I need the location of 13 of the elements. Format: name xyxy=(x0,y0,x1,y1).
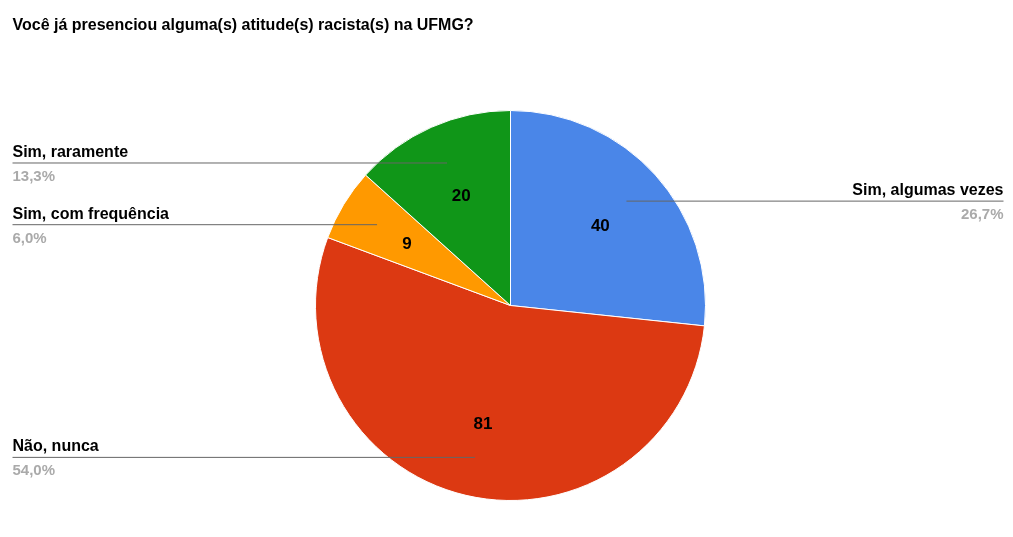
text: 26,7% xyxy=(960,205,1004,223)
data-label: 20 xyxy=(451,186,471,206)
data-label: 9 xyxy=(402,233,412,253)
text: 13,3% xyxy=(12,166,56,184)
slice-label: Sim, com frequência xyxy=(12,204,170,222)
slice-label: Sim, algumas vezes xyxy=(852,181,1004,199)
text: 54,0% xyxy=(12,461,56,479)
data-label: 40 xyxy=(590,215,610,235)
slice-label: Não, nunca xyxy=(12,437,99,455)
data-label: 81 xyxy=(473,414,493,434)
text: 6,0% xyxy=(12,228,47,246)
slice-label: Sim, raramente xyxy=(12,142,129,160)
chart-title: Você já presenciou alguma(s) atitude(s) racista(s) na UFMG? xyxy=(12,16,474,33)
